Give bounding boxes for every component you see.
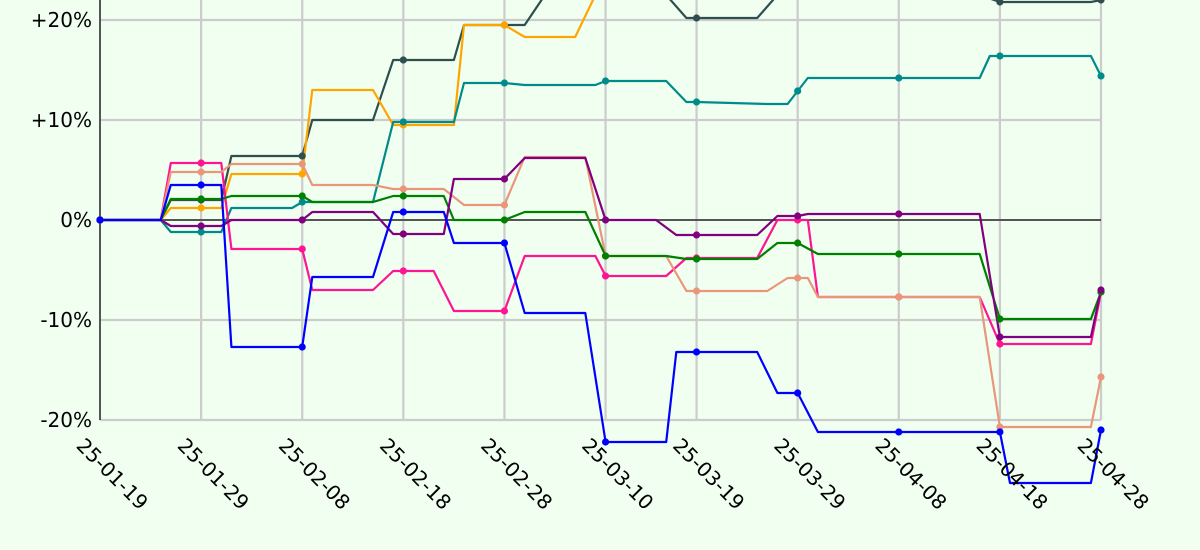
series-marker bbox=[1097, 426, 1105, 434]
x-tick-label: 25-03-29 bbox=[769, 433, 850, 514]
series-marker bbox=[197, 181, 205, 189]
series-marker bbox=[895, 293, 903, 301]
x-tick-label: 25-02-28 bbox=[476, 433, 557, 514]
series-marker bbox=[197, 168, 205, 176]
series-marker bbox=[298, 198, 306, 206]
series-marker bbox=[298, 192, 306, 200]
series-marker bbox=[197, 195, 205, 203]
x-tick-label: 25-04-18 bbox=[972, 433, 1053, 514]
x-tick-label: 25-02-18 bbox=[375, 433, 456, 514]
series-marker bbox=[399, 267, 407, 275]
series-marker bbox=[197, 204, 205, 212]
x-tick-label: 25-01-29 bbox=[173, 433, 254, 514]
series-markers bbox=[96, 0, 1105, 446]
series-line-2 bbox=[100, 0, 595, 222]
series-marker bbox=[399, 118, 407, 126]
series-marker bbox=[601, 252, 610, 260]
series-marker bbox=[996, 52, 1004, 60]
y-tick-label: +20% bbox=[31, 8, 92, 32]
series-marker bbox=[895, 250, 903, 258]
x-tick-label: 25-04-28 bbox=[1073, 433, 1154, 514]
series-line-8 bbox=[100, 183, 1103, 485]
series-marker bbox=[895, 74, 903, 82]
series-marker bbox=[794, 274, 802, 282]
series-marker bbox=[895, 428, 903, 436]
series-marker bbox=[500, 201, 509, 209]
series-marker bbox=[197, 159, 205, 167]
grid bbox=[100, 0, 1103, 422]
series-marker bbox=[96, 216, 104, 224]
series-marker bbox=[298, 343, 306, 351]
y-tick-label: -10% bbox=[40, 308, 92, 332]
series-marker bbox=[298, 216, 306, 224]
series-marker bbox=[996, 333, 1004, 341]
series-marker bbox=[1097, 0, 1105, 4]
series-marker bbox=[996, 315, 1004, 323]
series-marker bbox=[794, 87, 802, 95]
series-marker bbox=[500, 21, 509, 29]
series-marker bbox=[692, 14, 701, 22]
series-marker bbox=[601, 272, 610, 280]
series-marker bbox=[692, 98, 701, 106]
series-marker bbox=[794, 389, 802, 397]
x-tick-label: 25-04-08 bbox=[870, 433, 951, 514]
series-marker bbox=[500, 175, 509, 183]
x-tick-label: 25-03-19 bbox=[668, 433, 749, 514]
x-tick-label: 25-03-10 bbox=[577, 433, 658, 514]
series-marker bbox=[298, 152, 306, 160]
series-line-5 bbox=[100, 155, 1103, 429]
series-marker bbox=[399, 56, 407, 64]
series-marker bbox=[500, 79, 509, 87]
series-marker bbox=[298, 245, 306, 253]
series-marker bbox=[500, 307, 509, 315]
series-marker bbox=[601, 77, 610, 85]
series-marker bbox=[692, 255, 701, 263]
y-tick-label: +10% bbox=[31, 108, 92, 132]
series-marker bbox=[794, 212, 802, 220]
series-marker bbox=[298, 160, 306, 168]
series-marker bbox=[794, 239, 802, 247]
series-marker bbox=[197, 222, 205, 230]
series-marker bbox=[601, 438, 610, 446]
series-line-1 bbox=[100, 0, 1102, 222]
x-tick-label: 25-02-08 bbox=[274, 433, 355, 514]
series-marker bbox=[692, 348, 701, 356]
series-marker bbox=[996, 0, 1004, 6]
series-marker bbox=[895, 210, 903, 218]
series-line-7 bbox=[100, 156, 1103, 339]
series-marker bbox=[399, 185, 407, 193]
series-marker bbox=[298, 170, 306, 178]
series-marker bbox=[692, 287, 701, 295]
series-marker bbox=[996, 428, 1004, 436]
x-tick-label: 25-01-19 bbox=[72, 433, 153, 514]
y-tick-label: -20% bbox=[40, 408, 92, 432]
series-marker bbox=[500, 216, 509, 224]
series-marker bbox=[399, 192, 407, 200]
series-lines bbox=[100, 0, 1103, 485]
y-tick-label: 0% bbox=[60, 208, 92, 232]
y-tick-labels: +20% +10% 0% -10% -20% bbox=[31, 8, 92, 432]
series-marker bbox=[1097, 286, 1105, 294]
series-marker bbox=[996, 340, 1004, 348]
series-marker bbox=[1097, 72, 1105, 80]
series-marker bbox=[197, 228, 205, 236]
series-marker bbox=[601, 216, 610, 224]
x-tick-labels: 25-01-19 25-01-29 25-02-08 25-02-18 25-02-28… bbox=[72, 433, 1154, 514]
series-marker bbox=[399, 230, 407, 238]
series-marker bbox=[399, 208, 407, 216]
series-marker bbox=[692, 231, 701, 239]
series-marker bbox=[500, 239, 509, 247]
series-line-6 bbox=[100, 194, 1103, 321]
series-marker bbox=[996, 423, 1004, 431]
series-marker bbox=[1097, 373, 1105, 381]
